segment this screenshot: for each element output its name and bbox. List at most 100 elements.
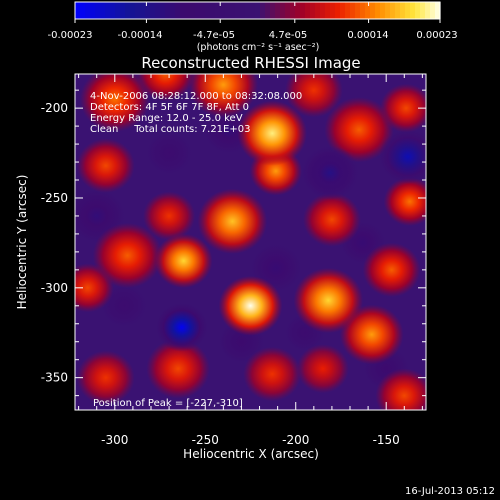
heatmap-bright-blob (362, 242, 421, 297)
colorbar-frame (74, 1, 441, 20)
colorbar-cell (90, 2, 96, 19)
colorbar-cell (105, 2, 111, 19)
chart-title: Reconstructed RHESSI Image (141, 54, 360, 72)
colorbar-cell (310, 2, 316, 19)
heatmap-bright-blob (76, 350, 135, 405)
heatmap-bright-blob (136, 74, 195, 102)
y-axis-label: Heliocentric Y (arcsec) (15, 175, 29, 310)
colorbar-cell (390, 2, 396, 19)
colorbar-cell (210, 2, 216, 19)
colorbar: -0.00023 -0.00014 -4.7e-05 4.7e-05 0.000… (48, 1, 458, 53)
heatmap-dark-blob (155, 302, 208, 352)
colorbar-cell (345, 2, 351, 19)
heatmap-bright-blob (154, 233, 213, 289)
colorbar-cell (265, 2, 271, 19)
colorbar-cell (375, 2, 381, 19)
x-tick-label: -150 (373, 433, 400, 447)
colorbar-cell (420, 2, 426, 19)
heatmap-bright-blob (375, 368, 426, 410)
colorbar-tick-label: -0.00014 (118, 30, 163, 41)
heatmap-bright-blob (80, 74, 150, 132)
colorbar-cell (425, 2, 431, 19)
colorbar-cell (220, 2, 226, 19)
colorbar-cell (325, 2, 331, 19)
heatmap-bright-blob (143, 191, 196, 241)
colorbar-cell (315, 2, 321, 19)
colorbar-cell (160, 2, 166, 19)
colorbar-cell (155, 2, 161, 19)
colorbar-cell (255, 2, 261, 19)
x-tick-label: -200 (282, 433, 309, 447)
heatmap-bright-blob (243, 346, 302, 402)
colorbar-tick-label: -0.00023 (48, 30, 93, 41)
colorbar-cell (205, 2, 211, 19)
heatmap-bright-blob (76, 138, 135, 193)
colorbar-tick-label: 0.00023 (416, 30, 457, 41)
colorbar-cell (285, 2, 291, 19)
colorbar-cell (340, 2, 346, 19)
colorbar-cell (145, 2, 151, 19)
colorbar-cell (280, 2, 286, 19)
colorbar-cell (415, 2, 421, 19)
colorbar-cell (320, 2, 326, 19)
y-tick-label: -300 (41, 281, 68, 295)
x-tick-label: -250 (192, 433, 219, 447)
colorbar-cell (200, 2, 206, 19)
annotation-energy-range: Energy Range: 12.0 - 25.0 keV (90, 113, 243, 124)
colorbar-cell (430, 2, 436, 19)
colorbar-cell (295, 2, 301, 19)
colorbar-cell (365, 2, 371, 19)
heatmap-bright-blob (197, 188, 268, 254)
heatmap-dark-blob (301, 145, 360, 200)
colorbar-gradient (75, 2, 441, 19)
colorbar-cell (270, 2, 276, 19)
heatmap-bright-blob (92, 222, 163, 289)
colorbar-cell (245, 2, 251, 19)
colorbar-cell (395, 2, 401, 19)
colorbar-cell (410, 2, 416, 19)
colorbar-cell (355, 2, 361, 19)
colorbar-cell (235, 2, 241, 19)
colorbar-cell (75, 2, 81, 19)
colorbar-tick-label: -4.7e-05 (193, 30, 235, 41)
annotation-time-range: 4-Nov-2006 08:28:12.000 to 08:32:08.000 (90, 91, 302, 102)
y-tick-label: -200 (41, 101, 68, 115)
colorbar-tick-label: 4.7e-05 (269, 30, 307, 41)
colorbar-cell (195, 2, 201, 19)
colorbar-cell (335, 2, 341, 19)
heatmap-bright-blob (237, 100, 307, 166)
x-axis (78, 74, 423, 410)
colorbar-cell (290, 2, 296, 19)
colorbar-tick-label: 0.00014 (347, 30, 388, 41)
colorbar-cell (140, 2, 146, 19)
annotation-detectors: Detectors: 4F 5F 6F 7F 8F, Att 0 (90, 102, 249, 113)
heatmap-area (75, 74, 426, 410)
heatmap-bright-blob (302, 192, 361, 247)
footer-date: 16-Jul-2013 05:12 (405, 486, 495, 497)
peak-position-label: Position of Peak = [-227,-310] (93, 398, 243, 409)
colorbar-cell (150, 2, 156, 19)
colorbar-cell (190, 2, 196, 19)
colorbar-cell (385, 2, 391, 19)
colorbar-cell (135, 2, 141, 19)
colorbar-cell (115, 2, 121, 19)
colorbar-cell (405, 2, 411, 19)
y-tick-label: -250 (41, 191, 68, 205)
plot-frame (74, 73, 427, 411)
annotation-clean-counts: Clean Total counts: 7.21E+03 (90, 124, 250, 135)
colorbar-cell (300, 2, 306, 19)
colorbar-cell (95, 2, 101, 19)
colorbar-cell (260, 2, 266, 19)
y-tick-label: -350 (41, 371, 68, 385)
heatmap-bright-blob (293, 267, 364, 333)
heatmap-bright-blob (284, 74, 343, 118)
colorbar-cell (230, 2, 236, 19)
heatmap-bright-blob (188, 74, 259, 118)
colorbar-unit-label: (photons cm⁻² s⁻¹ asec⁻²) (197, 42, 320, 53)
colorbar-cell (380, 2, 386, 19)
heatmap-bright-blob (218, 275, 283, 336)
colorbar-cell (250, 2, 256, 19)
colorbar-cell (370, 2, 376, 19)
colorbar-cell (125, 2, 131, 19)
